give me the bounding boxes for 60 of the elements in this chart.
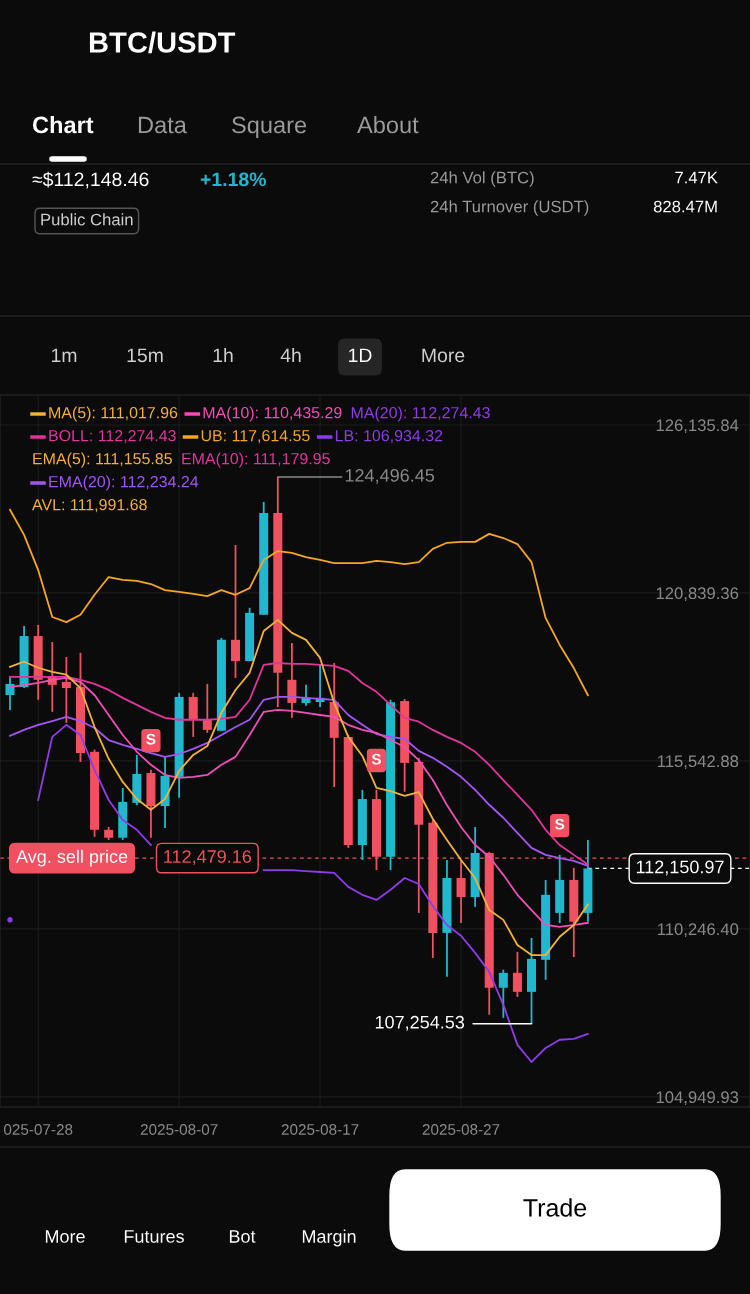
legend-label: LB: 106,934.32	[335, 429, 443, 444]
chart-title: BTC/USDT	[89, 31, 236, 54]
legend-label: BOLL: 112,274.43	[49, 429, 176, 444]
candlestick	[456, 859, 466, 924]
annotation: MA(20): 112,274.43	[351, 406, 490, 422]
text: Chart	[32, 116, 94, 134]
y-tick-label: 104,949.93	[656, 1091, 739, 1106]
candlestick	[61, 656, 71, 724]
legend-label: EMA(20): 112,234.24	[49, 475, 199, 491]
y-tick-label: 110,246.40	[657, 923, 739, 938]
candlestick	[512, 951, 522, 998]
annotation: EMA(10): 111,179.95	[182, 452, 330, 468]
text: Margin	[302, 1229, 356, 1247]
legend-label: MA(10): 110,435.29	[203, 406, 342, 422]
annotation: S	[371, 753, 381, 765]
y-tick-label: 120,839.36	[656, 587, 739, 602]
x-tick-label: 2025-08-07	[140, 1124, 218, 1135]
candlestick	[498, 968, 508, 1019]
candlestick	[188, 691, 198, 738]
text: 15m	[127, 348, 163, 363]
text: Public Chain	[41, 213, 133, 226]
text: 24h Vol (BTC)	[430, 171, 534, 187]
ref-line-label: Avg. sell price	[16, 849, 128, 867]
x-tick-label: 2025-08-17	[281, 1124, 359, 1135]
x-tick-label: 025-07-28	[3, 1124, 73, 1135]
annotation: AVL: 111,991.68	[32, 498, 147, 513]
text: 7.47K	[675, 171, 718, 184]
y-tick-label: 115,542.88	[657, 755, 739, 770]
text: 1D	[349, 348, 372, 363]
annotation: S	[555, 818, 565, 830]
text: 4h	[280, 347, 301, 363]
line-series	[9, 662, 589, 866]
text: 1h	[213, 347, 233, 363]
text: About	[357, 116, 419, 134]
candlestick	[202, 683, 212, 734]
text: More	[422, 348, 465, 363]
legend-label: MA(5): 111,017.96	[49, 406, 178, 422]
text: +1.18%	[200, 172, 266, 187]
ref-line-label: 112,150.97	[636, 860, 724, 876]
y-tick-label: 126,135.84	[656, 419, 739, 434]
text: More	[45, 1230, 85, 1243]
legend-label: UB: 117,614.55	[201, 429, 310, 444]
annotation: 107,254.53	[375, 1015, 465, 1031]
text: 24h Turnover (USDT)	[430, 200, 589, 216]
x-tick-label: 2025-08-27	[422, 1124, 500, 1135]
annotation: S	[146, 733, 156, 745]
annotation: 112,479.16	[164, 850, 252, 866]
annotation: EMA(5): 111,155.85	[33, 452, 172, 468]
annotation: 124,496.45	[345, 469, 435, 484]
candlestick	[287, 642, 297, 719]
text: 828.47M	[653, 200, 717, 213]
text: Futures	[124, 1230, 184, 1243]
text: Data	[138, 116, 187, 134]
text: Square	[232, 116, 307, 139]
text: Bot	[229, 1230, 256, 1243]
text: 1m	[51, 348, 77, 363]
text: ≈$112,148.46	[32, 171, 149, 189]
line-series	[9, 618, 589, 956]
candlestick	[231, 544, 241, 679]
text: Trade	[523, 1198, 587, 1217]
